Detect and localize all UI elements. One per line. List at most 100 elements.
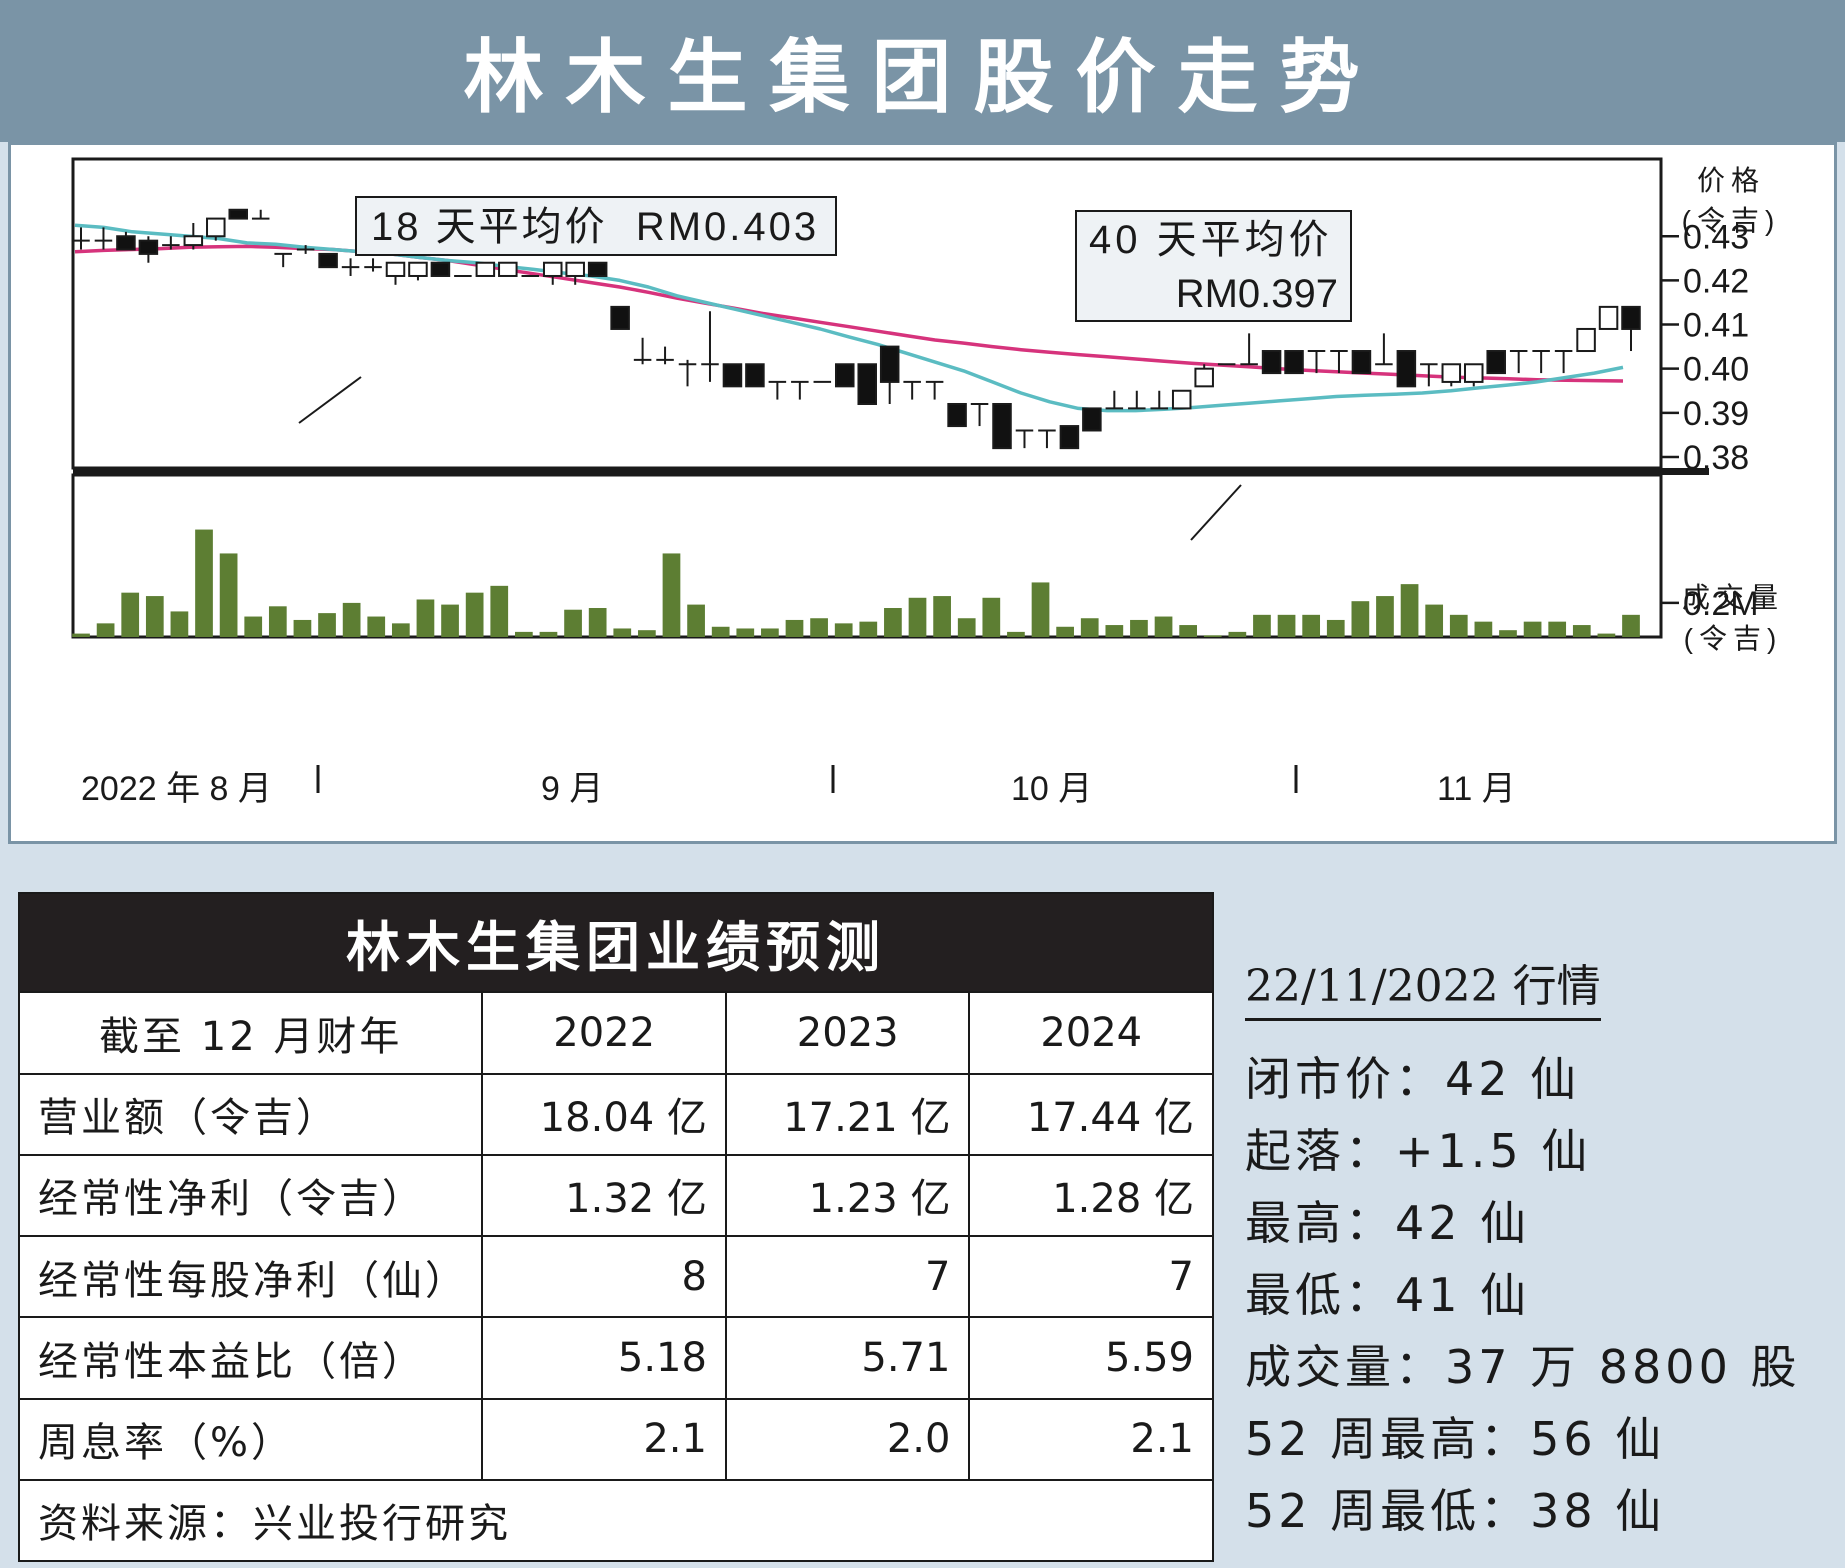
candle-body-up: [1171, 389, 1192, 410]
candle: [1330, 350, 1348, 374]
table-cell: 17.44 亿: [968, 1072, 1214, 1156]
candle: [1396, 350, 1417, 388]
candle: [162, 236, 180, 250]
volume-bar: [1326, 619, 1345, 637]
table-cell: 5.71: [724, 1316, 971, 1400]
ma18-line: [74, 223, 1624, 413]
annotation-ma18-box: [355, 196, 837, 256]
volume-bar: [1056, 626, 1074, 637]
volume-bar: [72, 633, 90, 637]
table-cell: 2.1: [968, 1397, 1214, 1481]
candle: [1351, 350, 1372, 375]
candle: [835, 363, 855, 388]
table-row: 营业额（令吉） 18.04 亿 17.21 亿 17.44 亿: [17, 1072, 1214, 1156]
volume-bar: [441, 604, 459, 637]
market-close: 闭市价：42 仙: [1245, 1052, 1581, 1106]
header-cell: 截至 12 月财年: [17, 991, 484, 1075]
candle-body-down: [318, 252, 338, 269]
header-cell: 2022: [481, 991, 727, 1075]
month-label-nov: 11 月: [1437, 770, 1516, 808]
volume-bar: [1277, 614, 1296, 637]
panel-divider: [73, 468, 1709, 475]
candle: [1375, 333, 1393, 366]
source-note: 资料来源：兴业投行研究: [18, 1478, 1214, 1563]
volume-bar: [1302, 614, 1321, 637]
table-cell: 1.32 亿: [481, 1153, 727, 1238]
candle-body-up: [1598, 305, 1619, 330]
table-cell: 17.21 亿: [724, 1072, 971, 1156]
volume-bar: [1474, 621, 1493, 637]
table-row: 周息率（%） 2.1 2.0 2.1: [17, 1397, 1214, 1481]
candle: [587, 261, 608, 277]
header-cell: 2023: [724, 991, 971, 1075]
candle-body-down: [947, 402, 967, 428]
candle: [1082, 407, 1102, 432]
candle-body-down: [430, 261, 451, 277]
volume-bar: [1597, 633, 1616, 637]
candle: [903, 380, 921, 400]
candle: [1261, 350, 1282, 375]
table-cell: 1.23 亿: [724, 1153, 971, 1238]
volume-bar: [1154, 616, 1173, 637]
candle-body-up: [1576, 327, 1596, 353]
volume-bar: [1400, 584, 1419, 637]
volume-bar: [1449, 614, 1468, 637]
candle: [1486, 350, 1506, 375]
table-cell: 7: [724, 1235, 971, 1319]
volume-bar: [1130, 619, 1148, 637]
candle-body-up: [206, 217, 226, 238]
candle: [791, 380, 809, 400]
volume-axis-unit: (令吉): [1684, 623, 1783, 654]
candle: [1059, 425, 1080, 450]
candle-body-down: [1486, 350, 1506, 375]
candle: [1532, 350, 1550, 374]
table-cell: 18.04 亿: [481, 1072, 727, 1156]
row-label: 经常性净利（令吉）: [17, 1153, 484, 1238]
volume-bar: [318, 613, 336, 637]
annotation-ma18-leader: [298, 376, 362, 424]
candle: [251, 209, 270, 220]
candle-body-down: [587, 261, 608, 277]
volume-bar: [834, 623, 853, 637]
price-tick-label: 0.38: [1683, 439, 1749, 477]
volume-bar: [342, 602, 361, 637]
volume-bar: [1572, 625, 1591, 637]
candle-body-up: [542, 261, 563, 277]
candle: [633, 337, 652, 365]
candle: [1171, 389, 1192, 410]
annotation-ma40-leader: [1190, 484, 1242, 541]
candle: [228, 208, 249, 220]
candle: [722, 363, 743, 388]
candle-body-down: [228, 208, 249, 220]
volume-series: [72, 529, 1640, 637]
price-volume-chart: 0.43 0.42 0.41 0.40 0.39 0.38 0.2M 18 天平均价 RM0…: [71, 157, 1783, 808]
volume-bar: [391, 623, 410, 637]
candle: [296, 245, 315, 254]
table-cell: 5.18: [481, 1316, 727, 1400]
candle-body-up: [498, 261, 518, 277]
volume-bar: [1499, 630, 1517, 637]
candle: [1307, 350, 1326, 374]
volume-bar: [908, 597, 927, 637]
volume-bar: [416, 599, 435, 637]
volume-bar: [884, 608, 902, 637]
candle: [116, 231, 136, 251]
market-high: 最高：42 仙: [1245, 1196, 1531, 1250]
price-tick-label: 0.42: [1683, 262, 1749, 300]
market-date: 22/11/2022 行情: [1245, 950, 1601, 1021]
candle: [1621, 305, 1641, 352]
candle: [408, 261, 428, 281]
price-plot-frame: [71, 157, 1663, 470]
candle: [565, 261, 585, 285]
volume-bar: [1351, 601, 1370, 637]
volume-bar: [957, 618, 976, 637]
volume-bar: [1203, 635, 1222, 637]
page-header: 林木生集团股价走势: [0, 0, 1845, 142]
candle-body-down: [1351, 350, 1372, 375]
volume-bar: [1031, 582, 1050, 637]
candle: [1015, 429, 1034, 449]
candle: [1038, 429, 1056, 449]
volume-bar: [268, 606, 287, 637]
candle-body-down: [1261, 350, 1282, 375]
candle: [1576, 327, 1596, 353]
